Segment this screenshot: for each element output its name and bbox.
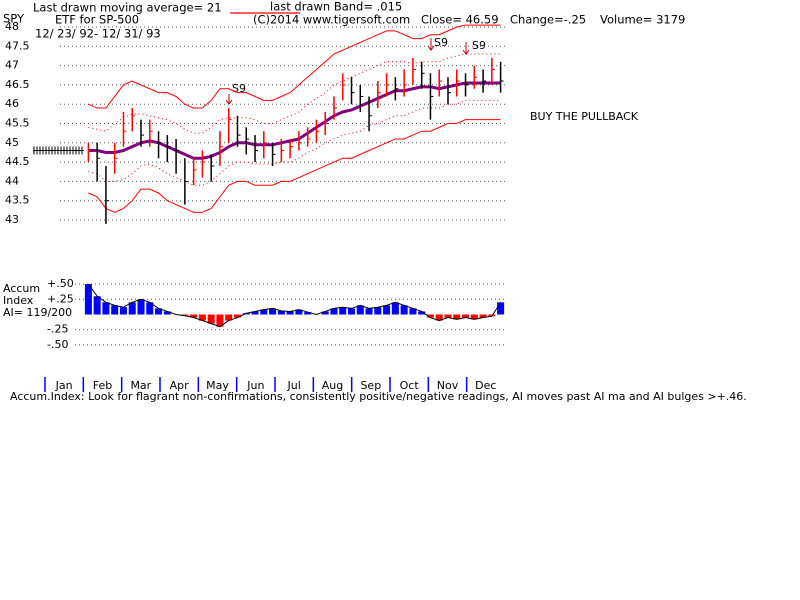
accum-bar <box>119 307 127 315</box>
ma-text: Last drawn moving average= 21 <box>33 1 222 15</box>
y-tick-label: 44.5 <box>5 155 30 168</box>
y-tick-label: 47.5 <box>5 39 30 52</box>
footer: Accum.Index: Look for flagrant non-confi… <box>10 390 747 403</box>
accum-bar <box>155 308 163 315</box>
arrows <box>225 38 470 105</box>
accum-bar <box>497 302 505 315</box>
accum-bar <box>251 311 259 315</box>
accum-bar <box>198 314 206 321</box>
accum-bar <box>269 308 277 315</box>
month-label: Apr <box>170 379 190 392</box>
accum-bar <box>242 313 250 315</box>
accum-bar <box>462 314 470 318</box>
month-label: Aug <box>322 379 343 392</box>
arrow <box>225 94 233 105</box>
accum-bar <box>128 302 136 315</box>
month-label: Dec <box>475 379 496 392</box>
month-label: Feb <box>93 379 112 392</box>
accum-bar <box>330 308 338 315</box>
accum-bar <box>137 299 145 315</box>
band-line <box>88 81 501 160</box>
accum-bar <box>111 305 119 315</box>
accum-bar <box>207 314 215 324</box>
accum-bar <box>479 314 487 318</box>
y-tick-label: 45.5 <box>5 117 30 130</box>
month-label: Jan <box>55 379 73 392</box>
accum-bar <box>374 307 382 315</box>
accum-bar <box>84 284 92 315</box>
accum-bar <box>400 305 408 315</box>
accum-bar <box>216 314 224 327</box>
month-label: Mar <box>130 379 151 392</box>
dates: 12/ 23/ 92- 12/ 31/ 93 <box>35 27 161 41</box>
accum-bar <box>426 314 434 318</box>
etf-name: ETF for SP-500 <box>55 13 139 27</box>
accum-bar <box>348 308 356 315</box>
accum-bar <box>453 314 461 320</box>
accum-bar <box>444 314 452 318</box>
accum-bar <box>93 296 101 315</box>
annotation: BUY THE PULLBACK <box>530 110 639 123</box>
band-text: last drawn Band= .015 <box>270 0 402 14</box>
band-line <box>88 119 501 213</box>
accum-bar <box>146 302 154 315</box>
accum-bar <box>233 314 241 318</box>
band-line <box>88 24 501 109</box>
annotation: S9 <box>472 39 486 52</box>
accum-bar <box>409 308 417 315</box>
month-label: Jul <box>287 379 301 392</box>
arrow <box>427 38 435 51</box>
volume: Volume= 3179 <box>600 13 685 27</box>
accum-label: Index <box>3 294 34 307</box>
symbol: SPY <box>3 12 25 26</box>
accum-bar <box>163 311 171 315</box>
accum-bar <box>435 314 443 321</box>
accum-bar <box>181 314 189 316</box>
change: Change=-.25 <box>510 13 586 27</box>
accum-bar <box>391 302 399 315</box>
accum-label: AI= 119/200 <box>3 306 72 319</box>
accum-bar <box>286 311 294 315</box>
accum-tick-label: -.25 <box>47 323 68 336</box>
y-tick-label: 45 <box>5 136 19 149</box>
y-tick-label: 46 <box>5 97 19 110</box>
month-label: May <box>206 379 229 392</box>
accum-bar <box>295 309 303 315</box>
accum-bar <box>470 314 478 320</box>
accum-bar <box>365 308 373 315</box>
month-label: Nov <box>437 379 459 392</box>
accum-bar <box>225 314 233 321</box>
accum-bar <box>277 310 285 315</box>
accum-tick-label: -.50 <box>47 338 68 351</box>
accum-tick-label: +.50 <box>47 277 74 290</box>
accum-bar <box>383 305 391 315</box>
copyright: (C)2014 www.tigersoft.com <box>253 13 410 27</box>
accum-bar <box>356 305 364 315</box>
accum-bar <box>260 309 268 315</box>
close: Close= 46.59 <box>421 13 499 27</box>
arrow <box>462 42 470 55</box>
y-tick-label: 47 <box>5 59 19 72</box>
y-tick-label: 46.5 <box>5 78 30 91</box>
accum-line <box>87 283 502 328</box>
y-tick-label: 44 <box>5 174 19 187</box>
month-label: Oct <box>400 379 420 392</box>
annotation: S9 <box>434 36 448 49</box>
accum-bar <box>418 311 426 315</box>
accum-bar <box>304 312 312 315</box>
accum-bar <box>321 311 329 315</box>
accum-tick-label: +.25 <box>47 292 74 305</box>
accum-bar <box>339 307 347 315</box>
band-line <box>88 53 501 134</box>
accum-label: Accum <box>3 282 40 295</box>
accum-bar <box>190 314 198 318</box>
y-tick-label: 43 <box>5 213 19 226</box>
accum-bar <box>102 302 110 315</box>
band-line <box>88 99 501 186</box>
month-label: Sep <box>360 379 381 392</box>
month-label: Jun <box>246 379 264 392</box>
y-tick-label: 48 <box>5 20 19 33</box>
y-tick-label: 43.5 <box>5 194 30 207</box>
